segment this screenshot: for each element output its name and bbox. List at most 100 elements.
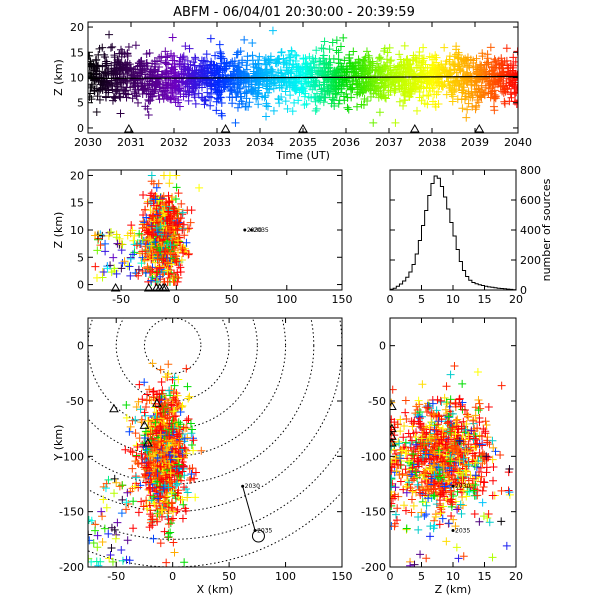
time-height-source-mark (299, 54, 308, 63)
z-y-source-mark (430, 432, 439, 441)
z-y-source-mark (433, 420, 442, 429)
z-y-source-mark (398, 469, 407, 478)
time-height-source-mark (469, 63, 478, 72)
z-y-source-mark (470, 509, 479, 518)
time-height-source-mark (101, 92, 110, 101)
plan-view-source-mark (164, 399, 173, 408)
time-height-source-mark (406, 79, 415, 88)
time-height-source-mark (304, 93, 313, 102)
plan-view-source-mark (179, 500, 188, 509)
plan-view-source-mark (139, 502, 148, 511)
time-height-source-mark (437, 61, 446, 70)
time-height-source-mark (336, 42, 345, 51)
z-y-source-mark (442, 382, 451, 391)
x-z-source-mark (141, 268, 150, 277)
x-z-outlier-mark (137, 259, 146, 268)
plan-view-source-mark (187, 469, 196, 478)
plan-view-source-mark (168, 504, 177, 513)
plan-view-source-mark (185, 392, 194, 401)
plan-view-source-mark (164, 432, 173, 441)
time-height-source-mark (222, 75, 231, 84)
x-z-outlier-mark (118, 258, 127, 267)
z-y-source-mark (418, 380, 427, 389)
z-y-source-mark (469, 486, 478, 495)
figure-title: ABFM - 06/04/01 20:30:00 - 20:39:59 (173, 5, 415, 20)
time-height-source-mark (200, 100, 209, 109)
plan-view-station-marker (152, 398, 162, 407)
time-height-source-mark (263, 102, 272, 111)
z-y-source-mark (439, 433, 448, 442)
time-height-source-mark (122, 66, 131, 75)
plan-view-source-mark (145, 452, 154, 461)
z-y-source-mark (488, 436, 497, 445)
time-height-source-mark (150, 86, 159, 95)
z-y-source-mark (420, 457, 429, 466)
z-y-source-mark (446, 370, 455, 379)
z-y-source-mark (409, 419, 418, 428)
time-height-source-mark (161, 78, 170, 87)
plan-view-source-mark (149, 492, 158, 501)
x-z-outlier-mark (93, 246, 102, 255)
z-y-source-mark (411, 409, 420, 418)
time-height-source-mark (310, 82, 319, 91)
time-height-source-mark (105, 30, 114, 39)
z-y-source-mark (491, 447, 500, 456)
z-y-source-mark (401, 408, 410, 417)
x-z-xtick-label: 0 (173, 293, 180, 306)
plan-view-outlier-mark (102, 503, 111, 512)
plan-view-source-mark (182, 416, 191, 425)
time-height-source-mark (311, 54, 320, 63)
z-y-source-mark (390, 458, 396, 467)
time-height-source-mark (426, 68, 435, 77)
x-z-source-mark (153, 210, 162, 219)
time-height-source-mark (248, 38, 257, 47)
time-height-source-mark (206, 34, 215, 43)
x-z-xtick-label: 100 (276, 293, 297, 306)
z-y-source-mark (449, 515, 458, 524)
time-height-source-mark (268, 26, 277, 35)
plan-view-outlier-mark (93, 543, 102, 552)
time-height-source-mark (412, 64, 421, 73)
time-height-source-mark (141, 102, 150, 111)
time-height-source-mark (266, 55, 275, 64)
time-height-source-mark (385, 43, 394, 52)
time-height-xlabel: Time (UT) (275, 149, 330, 162)
x-z-source-mark (160, 228, 169, 237)
plan-view-source-mark (151, 469, 160, 478)
time-height-source-mark (233, 80, 242, 89)
time-height-source-mark (312, 104, 321, 113)
time-height-source-mark (312, 77, 321, 86)
time-height-source-mark (240, 89, 249, 98)
plan-view-source-mark (176, 408, 185, 417)
x-z-source-mark (152, 224, 161, 233)
plan-view-source-mark (156, 365, 165, 374)
time-height-xtick-label: 2034 (246, 136, 274, 149)
time-height-source-mark (174, 98, 183, 107)
time-height-source-mark (387, 56, 396, 65)
x-z-track-point (249, 228, 253, 232)
time-height-source-mark (199, 57, 208, 66)
time-height-source-mark (437, 71, 446, 80)
z-y-source-mark (435, 520, 444, 529)
z-y-source-mark (479, 478, 488, 487)
time-height-source-mark (267, 67, 276, 76)
time-height-source-mark (354, 72, 363, 81)
plan-view-outlier-mark (107, 523, 116, 532)
time-height-source-mark (321, 71, 330, 80)
time-height-source-mark (375, 108, 384, 117)
z-y-source-mark (472, 463, 481, 472)
time-height-source-mark (94, 50, 103, 59)
z-y-source-mark (478, 459, 487, 468)
x-z-source-mark (179, 220, 188, 229)
z-y-source-mark (468, 449, 477, 458)
histogram-xtick-label: 10 (446, 293, 460, 306)
plan-view-source-mark (180, 434, 189, 443)
time-height-source-mark (366, 61, 375, 70)
time-height-source-mark (242, 65, 251, 74)
plan-view-outlier-mark (101, 484, 110, 493)
z-y-source-mark (420, 428, 429, 437)
z-y-source-mark (426, 445, 435, 454)
histogram-ytick-label: 200 (520, 254, 541, 267)
